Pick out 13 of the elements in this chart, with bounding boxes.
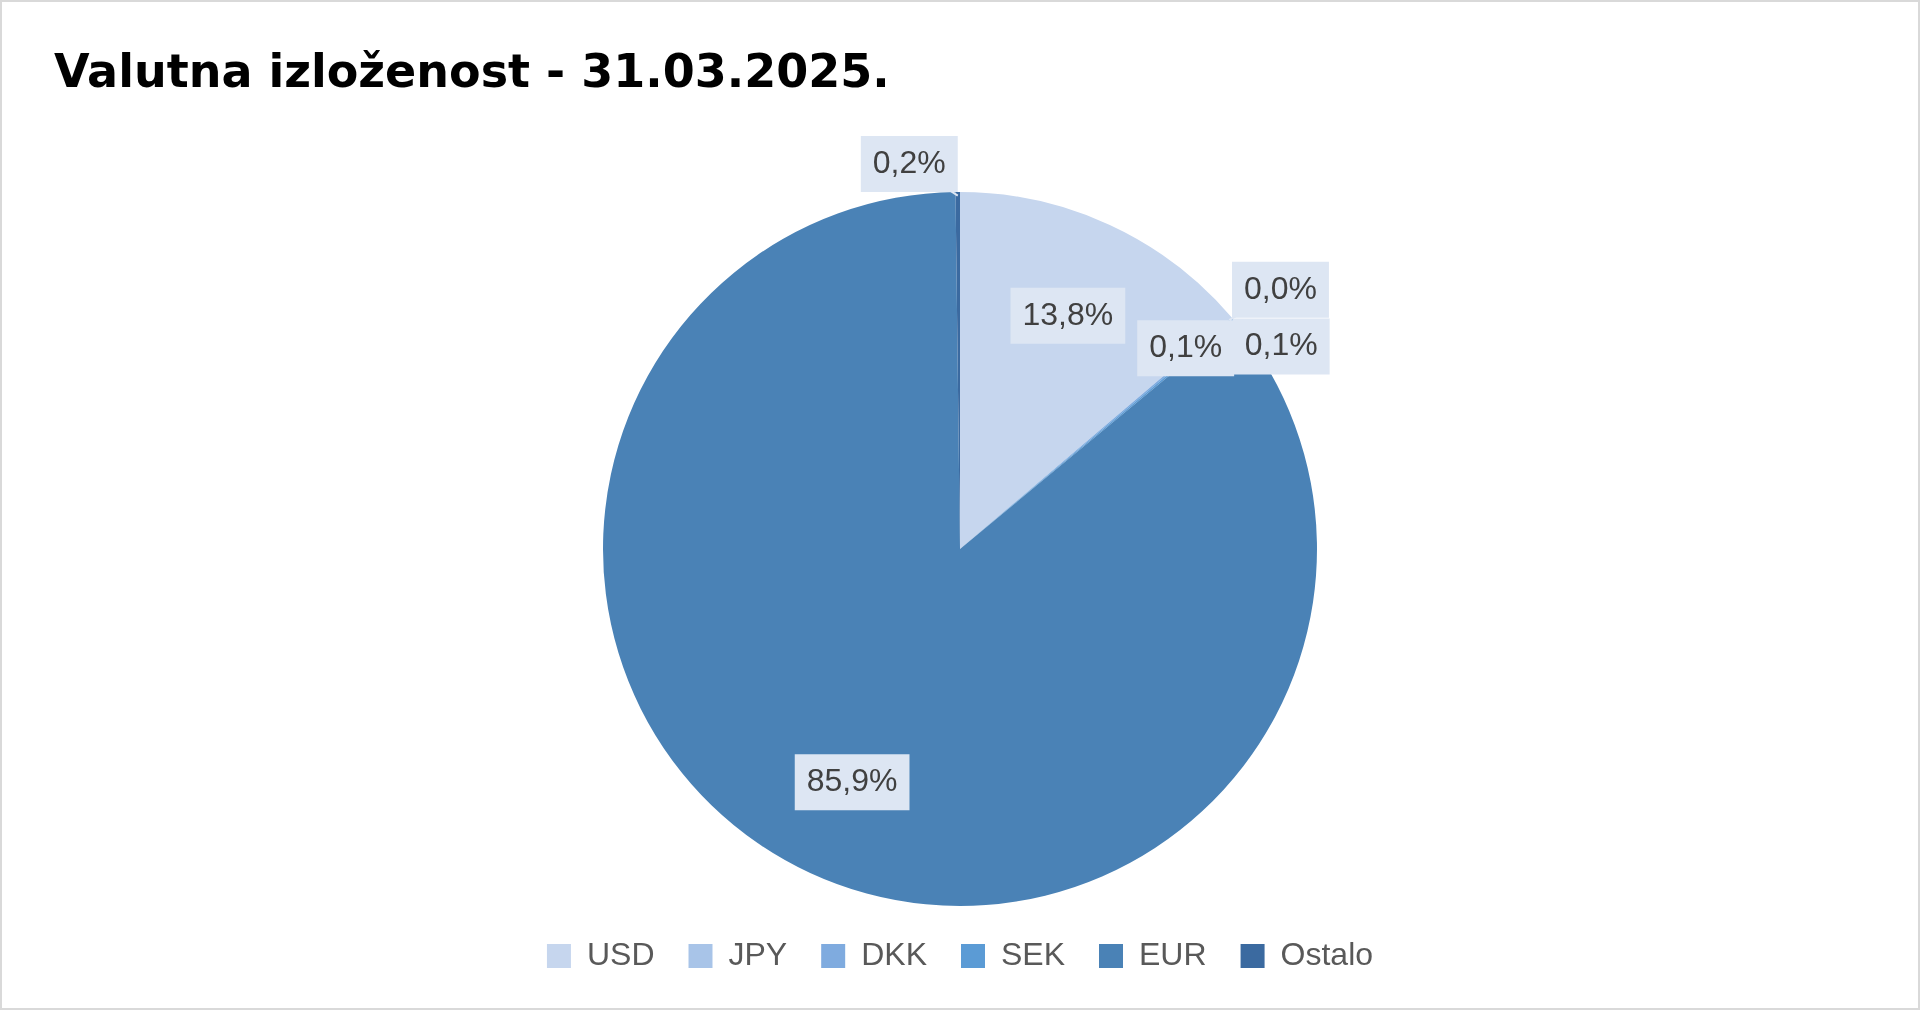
legend-label: EUR (1139, 935, 1207, 972)
legend-label: USD (586, 935, 655, 972)
data-label: 0,1% (1149, 328, 1223, 365)
data-label: 85,9% (806, 762, 898, 799)
legend-label: JPY (728, 935, 788, 972)
data-label: 0,2% (872, 143, 946, 180)
legend-label: SEK (1000, 935, 1066, 972)
legend-label: Ostalo (1280, 935, 1374, 972)
text: 0,0% (1243, 269, 1317, 306)
chart-title: Valutna izloženost - 31.03.2025. (54, 44, 890, 98)
data-label: 13,8% (1022, 295, 1114, 332)
legend-label: DKK (861, 935, 927, 972)
data-label: 0,1% (1244, 326, 1318, 363)
